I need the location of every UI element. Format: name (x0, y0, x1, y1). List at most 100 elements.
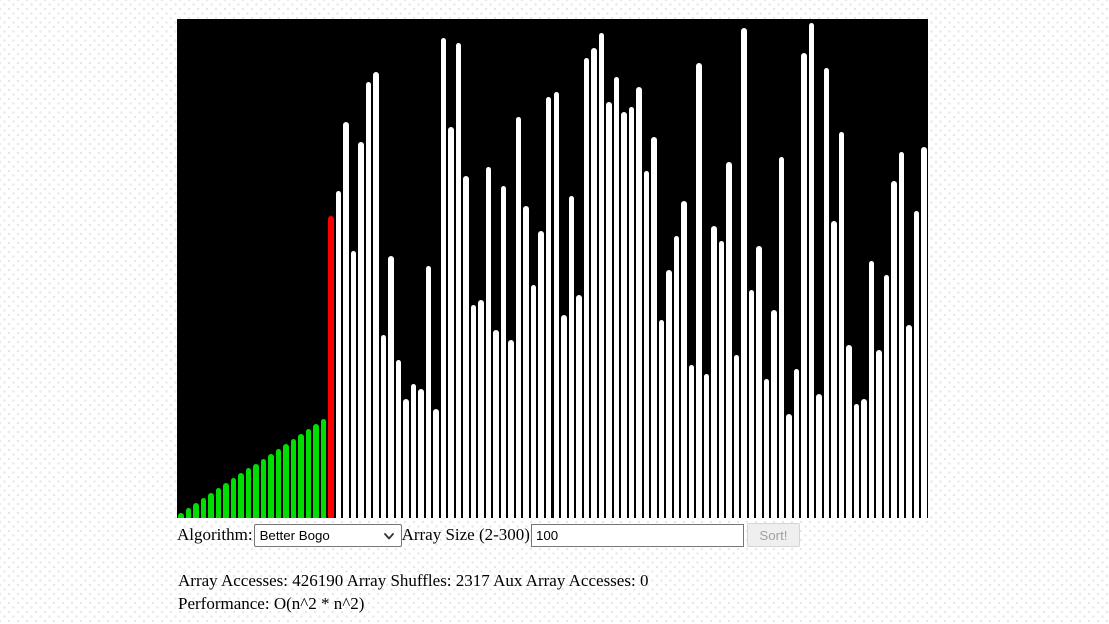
array-bar (230, 478, 237, 518)
array-bar (305, 429, 312, 518)
array-size-input[interactable] (530, 523, 744, 547)
array-bar (185, 508, 191, 518)
array-bar (508, 340, 514, 518)
array-bar (808, 23, 815, 518)
array-shuffles-value: 2317 (455, 571, 490, 590)
array-bar (395, 360, 402, 518)
performance-label: Performance: (178, 594, 270, 613)
array-bar (253, 464, 259, 518)
array-shuffles-label: Array Shuffles: (346, 571, 452, 590)
array-bar (425, 266, 432, 518)
array-bar (290, 439, 297, 518)
array-bar (313, 424, 319, 518)
performance-value: O(n^2 * n^2) (273, 594, 365, 613)
array-size-label: Array Size (2-300) (401, 525, 530, 544)
array-bar (591, 48, 597, 518)
array-bar (193, 503, 199, 518)
array-bar (260, 459, 267, 518)
stats-line-performance: Performance: O(n^2 * n^2) (178, 592, 648, 615)
algorithm-label: Algorithm: (177, 525, 253, 544)
array-bar (433, 409, 439, 518)
array-bar (268, 454, 274, 518)
algorithm-selected-value: Better Bogo (259, 527, 330, 543)
array-bar (418, 389, 424, 518)
array-bar (373, 72, 379, 518)
array-bar (733, 355, 740, 518)
array-bar (666, 270, 672, 518)
array-bar (350, 251, 357, 518)
array-bar (718, 241, 725, 518)
array-bar (876, 350, 882, 518)
array-bar (913, 211, 920, 518)
algorithm-select[interactable]: Better Bogo (253, 523, 402, 547)
stats-line-accesses: Array Accesses: 426190 Array Shuffles: 2… (178, 569, 648, 592)
array-bar (380, 335, 387, 518)
array-bar (463, 176, 469, 518)
array-bar (328, 216, 334, 518)
array-bar (568, 196, 575, 518)
aux-array-accesses-label: Aux Array Accesses: (493, 571, 636, 590)
array-bar (545, 97, 552, 518)
array-bar (178, 513, 184, 518)
array-bar (786, 414, 792, 518)
array-bar (741, 28, 747, 518)
array-bar (906, 325, 912, 518)
array-bar (275, 449, 282, 518)
array-accesses-value: 426190 (292, 571, 344, 590)
sort-button[interactable]: Sort! (746, 523, 800, 547)
array-bar (748, 290, 755, 518)
array-bar (861, 399, 867, 518)
array-bar (523, 206, 529, 518)
array-bar (440, 38, 447, 518)
array-bar (898, 152, 905, 518)
controls-bar: Algorithm: Better Bogo Array Size (2-300… (177, 522, 800, 548)
array-bar (651, 137, 657, 518)
array-bar (763, 379, 770, 518)
array-bar (403, 399, 409, 518)
array-bar (245, 468, 252, 518)
array-bar (223, 483, 229, 518)
array-bar (853, 404, 860, 518)
array-bar (200, 498, 207, 518)
array-bar (553, 92, 559, 518)
array-bar (298, 434, 304, 518)
array-bar (598, 33, 605, 518)
sort-visualization-canvas (177, 19, 928, 518)
array-bar (838, 132, 845, 518)
array-bar (771, 310, 777, 518)
array-bar (688, 365, 695, 518)
array-bar (358, 142, 364, 518)
stats-block: Array Accesses: 426190 Array Shuffles: 2… (178, 569, 648, 615)
array-bar (283, 444, 289, 518)
array-bar (756, 246, 762, 518)
array-bar (455, 43, 462, 518)
array-bar (726, 162, 732, 518)
array-bar (793, 369, 800, 518)
array-bar (485, 167, 492, 518)
array-bar (208, 493, 214, 518)
array-bar (583, 58, 590, 518)
array-bar (470, 305, 477, 518)
array-bar (778, 157, 785, 518)
array-bar (561, 315, 567, 518)
array-bar (921, 147, 927, 518)
array-bar (643, 171, 650, 518)
array-bar (448, 127, 454, 518)
array-bar (868, 261, 875, 518)
array-bar (576, 295, 582, 518)
array-bar (238, 473, 244, 518)
array-bar (343, 122, 349, 518)
array-accesses-label: Array Accesses: (178, 571, 288, 590)
array-bar (335, 191, 342, 518)
array-bar (636, 87, 642, 518)
array-bar (831, 221, 837, 518)
array-bar (823, 68, 830, 518)
array-bar (530, 285, 537, 518)
array-bar (801, 53, 807, 518)
array-bar (711, 226, 717, 518)
aux-array-accesses-value: 0 (639, 571, 649, 590)
array-bar (628, 107, 635, 518)
array-bar (493, 330, 499, 518)
array-bar (320, 419, 327, 518)
array-bar (613, 77, 620, 518)
